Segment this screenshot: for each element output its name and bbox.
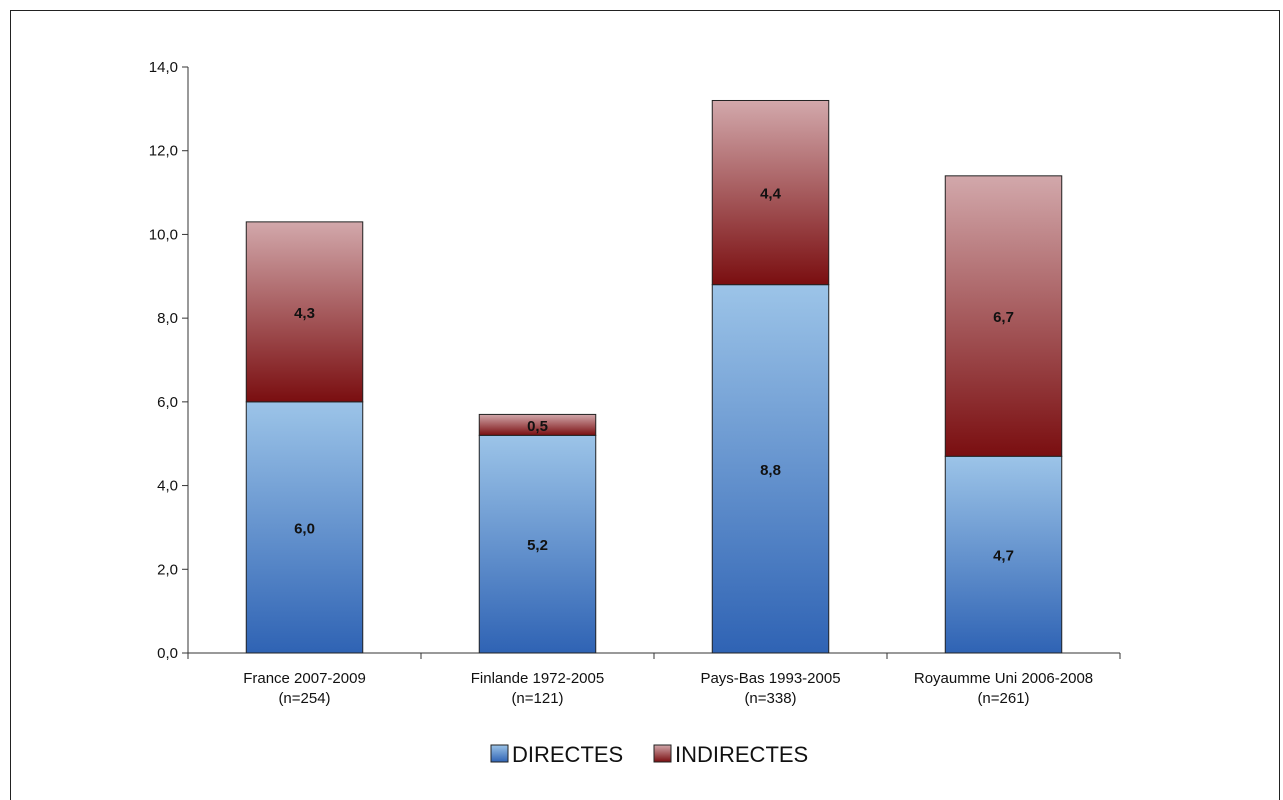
legend-label-directes: DIRECTES: [512, 742, 623, 767]
data-label-directes: 8,8: [760, 462, 781, 479]
x-axis: France 2007-2009 (n=254) Finlande 1972-200…: [187, 652, 1121, 707]
data-label-indirectes: 4,3: [294, 305, 315, 322]
y-tick-label: 14,0: [149, 59, 178, 76]
bar-directes: [944, 455, 1063, 654]
data-label-indirectes: 4,4: [760, 186, 782, 203]
x-category-label: (n=254): [278, 690, 330, 707]
bar-directes: [478, 434, 597, 654]
y-tick-label: 0,0: [157, 645, 178, 662]
legend-label-indirectes: INDIRECTES: [675, 742, 808, 767]
x-category-label: France 2007-2009: [243, 670, 366, 687]
x-category-label: (n=338): [744, 690, 796, 707]
data-label-indirectes: 0,5: [527, 418, 548, 435]
bar-indirectes: [711, 99, 830, 286]
x-category-label: Royaumme Uni 2006-2008: [914, 670, 1093, 687]
legend: DIRECTES INDIRECTES: [490, 742, 808, 767]
x-category-label: Pays-Bas 1993-2005: [700, 670, 840, 687]
data-label-directes: 5,2: [527, 537, 548, 554]
y-tick-label: 6,0: [157, 394, 178, 411]
bar-indirectes: [478, 413, 597, 436]
bar-indirectes: [944, 175, 1063, 457]
y-tick-label: 4,0: [157, 478, 178, 495]
y-axis: 0,0 2,0 4,0 6,0 8,0 10,0 12,0 14,0: [149, 59, 189, 662]
chart-frame: [10, 10, 1280, 800]
legend-swatch-indirectes: [653, 744, 672, 763]
y-tick-label: 12,0: [149, 143, 178, 160]
bars: 6,0 4,3 5,2 0,5 8,8 4,4 4,7 6,7: [245, 99, 1063, 654]
y-tick-label: 8,0: [157, 310, 178, 327]
data-label-directes: 6,0: [294, 520, 315, 537]
bar-indirectes: [245, 221, 364, 403]
data-label-indirectes: 6,7: [993, 309, 1014, 326]
y-tick-label: 2,0: [157, 561, 178, 578]
data-label-directes: 4,7: [993, 548, 1014, 565]
legend-swatch-directes: [490, 744, 509, 763]
y-tick-label: 10,0: [149, 226, 178, 243]
x-category-label: (n=261): [977, 690, 1029, 707]
x-category-label: (n=121): [511, 690, 563, 707]
x-category-label: Finlande 1972-2005: [471, 670, 604, 687]
